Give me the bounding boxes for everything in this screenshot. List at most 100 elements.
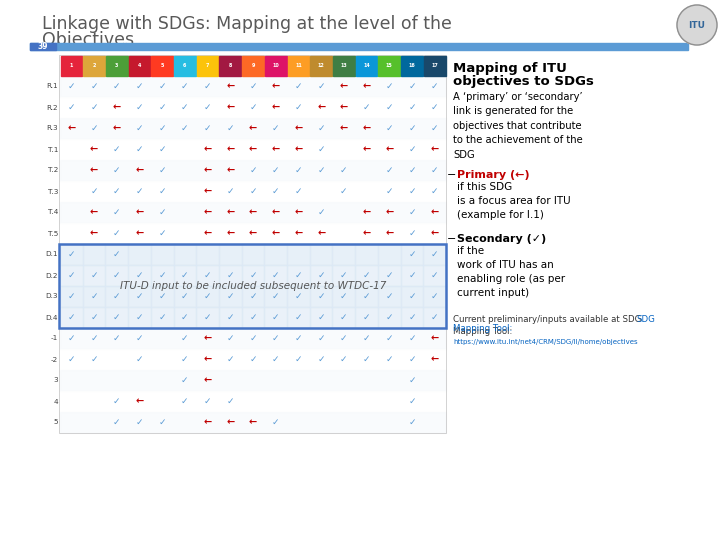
Text: ✓: ✓ <box>204 82 212 91</box>
Text: ✓: ✓ <box>68 313 75 322</box>
Bar <box>60 265 446 286</box>
Text: T.2: T.2 <box>48 167 58 173</box>
Text: ✓: ✓ <box>363 292 370 301</box>
Text: ✓: ✓ <box>181 292 189 301</box>
Text: D.2: D.2 <box>45 273 58 279</box>
Text: ←: ← <box>362 228 371 239</box>
Text: ✓: ✓ <box>68 292 75 301</box>
Bar <box>242 307 264 328</box>
Bar <box>219 286 242 307</box>
Text: ✓: ✓ <box>318 145 325 154</box>
Text: ✓: ✓ <box>227 313 234 322</box>
Text: ✓: ✓ <box>340 334 348 343</box>
Text: ✓: ✓ <box>136 334 143 343</box>
Text: ✓: ✓ <box>385 355 393 364</box>
Text: ←: ← <box>204 186 212 197</box>
Text: ✓: ✓ <box>408 208 415 217</box>
Text: ✓: ✓ <box>249 292 257 301</box>
Text: 5: 5 <box>161 63 164 68</box>
Text: ✓: ✓ <box>408 355 415 364</box>
Bar <box>287 56 310 76</box>
Bar <box>264 307 287 328</box>
Text: ✓: ✓ <box>385 334 393 343</box>
Text: ✓: ✓ <box>272 166 279 175</box>
Text: ✓: ✓ <box>318 355 325 364</box>
Text: ✓: ✓ <box>408 166 415 175</box>
Bar <box>60 118 446 139</box>
Text: Secondary (✓): Secondary (✓) <box>457 234 546 244</box>
Text: ✓: ✓ <box>68 334 75 343</box>
Text: ✓: ✓ <box>272 334 279 343</box>
Bar <box>128 244 150 265</box>
Text: ←: ← <box>431 145 438 154</box>
Bar <box>60 307 83 328</box>
Bar <box>242 244 264 265</box>
Text: ✓: ✓ <box>227 292 234 301</box>
Text: ✓: ✓ <box>136 292 143 301</box>
Text: objectives to SDGs: objectives to SDGs <box>453 75 594 88</box>
Text: ✓: ✓ <box>408 313 415 322</box>
Text: 3: 3 <box>115 63 119 68</box>
Bar <box>60 160 446 181</box>
Bar <box>220 56 241 76</box>
Bar <box>60 412 446 433</box>
Text: ✓: ✓ <box>90 187 98 196</box>
Text: ✓: ✓ <box>158 229 166 238</box>
Bar <box>355 244 378 265</box>
Bar <box>150 307 174 328</box>
Text: ←: ← <box>385 207 393 218</box>
Bar <box>333 56 355 76</box>
Text: ←: ← <box>249 124 257 133</box>
Text: ←: ← <box>90 207 98 218</box>
Text: ✓: ✓ <box>181 124 189 133</box>
Text: D.1: D.1 <box>45 252 58 258</box>
Text: ✓: ✓ <box>136 271 143 280</box>
Text: 8: 8 <box>229 63 232 68</box>
Text: ←: ← <box>226 82 234 91</box>
Bar <box>128 286 150 307</box>
Text: 4: 4 <box>53 399 58 404</box>
Text: ←: ← <box>90 145 98 154</box>
Bar <box>356 56 377 76</box>
Text: ←: ← <box>317 228 325 239</box>
Text: ✓: ✓ <box>113 418 120 427</box>
Text: 17: 17 <box>431 63 438 68</box>
Text: Primary (←): Primary (←) <box>457 170 530 180</box>
Text: ✓: ✓ <box>385 313 393 322</box>
Text: ✓: ✓ <box>136 82 143 91</box>
Bar <box>60 370 446 391</box>
Text: ←: ← <box>362 124 371 133</box>
Text: ←: ← <box>340 103 348 112</box>
Text: ←: ← <box>340 82 348 91</box>
Text: ←: ← <box>204 417 212 428</box>
Text: ✓: ✓ <box>363 334 370 343</box>
Bar <box>60 391 446 412</box>
Text: ✓: ✓ <box>431 292 438 301</box>
Bar <box>174 286 197 307</box>
Text: ✓: ✓ <box>113 82 120 91</box>
Bar <box>83 286 105 307</box>
Text: ✓: ✓ <box>272 271 279 280</box>
Text: ✓: ✓ <box>181 355 189 364</box>
Bar <box>60 181 446 202</box>
Text: ←: ← <box>90 165 98 176</box>
Bar <box>60 56 82 76</box>
Text: ✓: ✓ <box>294 187 302 196</box>
Bar <box>106 56 127 76</box>
Bar <box>197 286 219 307</box>
Bar <box>150 286 174 307</box>
Text: R.1: R.1 <box>46 84 58 90</box>
Text: ←: ← <box>431 334 438 343</box>
Text: 12: 12 <box>318 63 325 68</box>
Text: ✓: ✓ <box>136 145 143 154</box>
Bar <box>60 139 446 160</box>
Text: ✓: ✓ <box>158 145 166 154</box>
Bar <box>30 43 688 50</box>
Text: ←: ← <box>135 396 143 407</box>
Text: ✓: ✓ <box>113 397 120 406</box>
Text: ←: ← <box>294 145 302 154</box>
Text: ←: ← <box>226 165 234 176</box>
Text: ←: ← <box>226 103 234 112</box>
Bar <box>219 307 242 328</box>
Text: 5: 5 <box>53 420 58 426</box>
